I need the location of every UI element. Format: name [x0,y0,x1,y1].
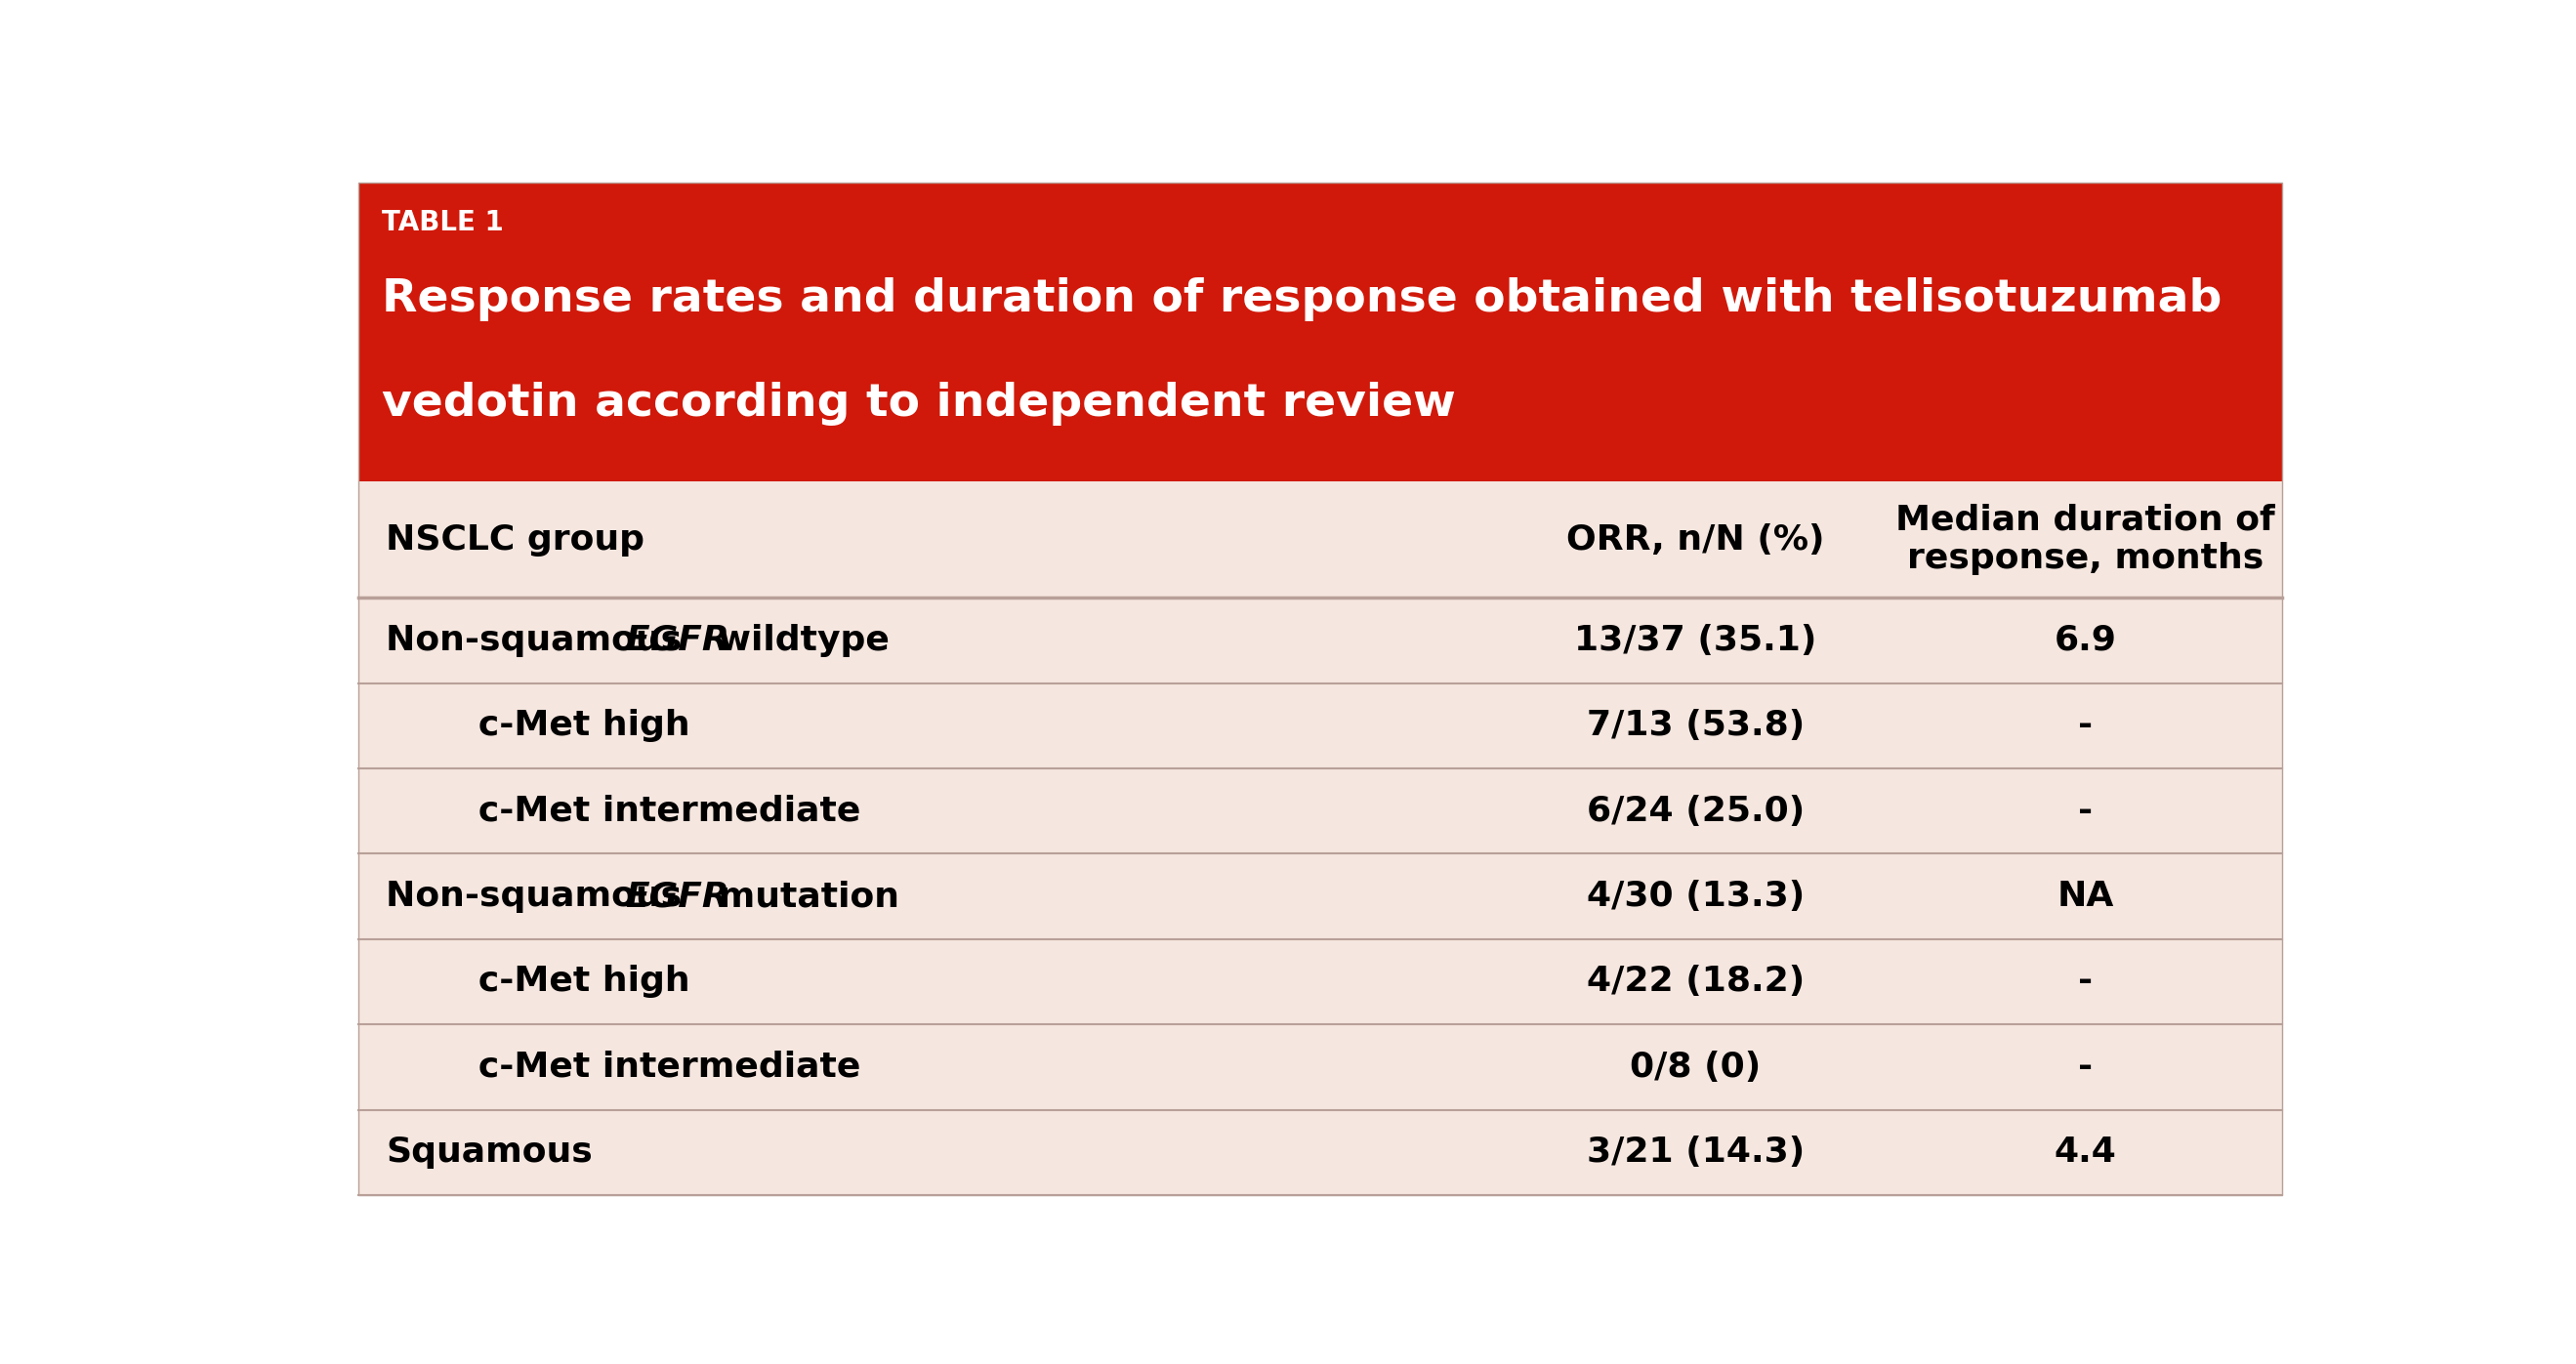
Text: -: - [2079,709,2092,742]
Text: EGFR: EGFR [626,623,729,657]
Text: c-Met intermediate: c-Met intermediate [443,1050,860,1083]
Bar [358,938,2282,1024]
Text: 4/22 (18.2): 4/22 (18.2) [1587,966,1803,998]
Text: Median duration of
response, months: Median duration of response, months [1896,503,2275,576]
Bar [358,1110,2282,1195]
Text: NA: NA [2056,880,2115,913]
Text: Squamous: Squamous [386,1136,592,1169]
Bar [358,768,2282,854]
Bar [358,481,2282,597]
Text: Response rates and duration of response obtained with telisotuzumab: Response rates and duration of response … [381,277,2223,321]
Text: -: - [2079,794,2092,828]
Bar [358,1024,2282,1110]
Text: 4/30 (13.3): 4/30 (13.3) [1587,880,1803,913]
Text: 7/13 (53.8): 7/13 (53.8) [1587,709,1803,742]
Bar [358,597,2282,683]
Text: 13/37 (35.1): 13/37 (35.1) [1574,623,1816,657]
Bar [358,683,2282,768]
Text: c-Met high: c-Met high [443,709,690,742]
Text: 6.9: 6.9 [2053,623,2117,657]
Bar [358,854,2282,938]
Text: Non-squamous: Non-squamous [386,880,693,913]
Text: wildtype: wildtype [706,623,889,657]
Bar [358,183,2282,481]
Text: 0/8 (0): 0/8 (0) [1631,1050,1762,1083]
Text: EGFR: EGFR [626,880,729,913]
Text: Non-squamous: Non-squamous [386,623,693,657]
Text: ORR, n/N (%): ORR, n/N (%) [1566,522,1824,557]
Text: -: - [2079,966,2092,998]
Text: c-Met intermediate: c-Met intermediate [443,794,860,828]
Text: -: - [2079,1050,2092,1083]
Text: TABLE 1: TABLE 1 [381,209,505,236]
Text: 3/21 (14.3): 3/21 (14.3) [1587,1136,1803,1169]
Text: 4.4: 4.4 [2053,1136,2117,1169]
Text: mutation: mutation [706,880,899,913]
Text: 6/24 (25.0): 6/24 (25.0) [1587,794,1803,828]
Text: vedotin according to independent review: vedotin according to independent review [381,382,1455,426]
Text: c-Met high: c-Met high [443,966,690,998]
Text: NSCLC group: NSCLC group [386,522,644,557]
